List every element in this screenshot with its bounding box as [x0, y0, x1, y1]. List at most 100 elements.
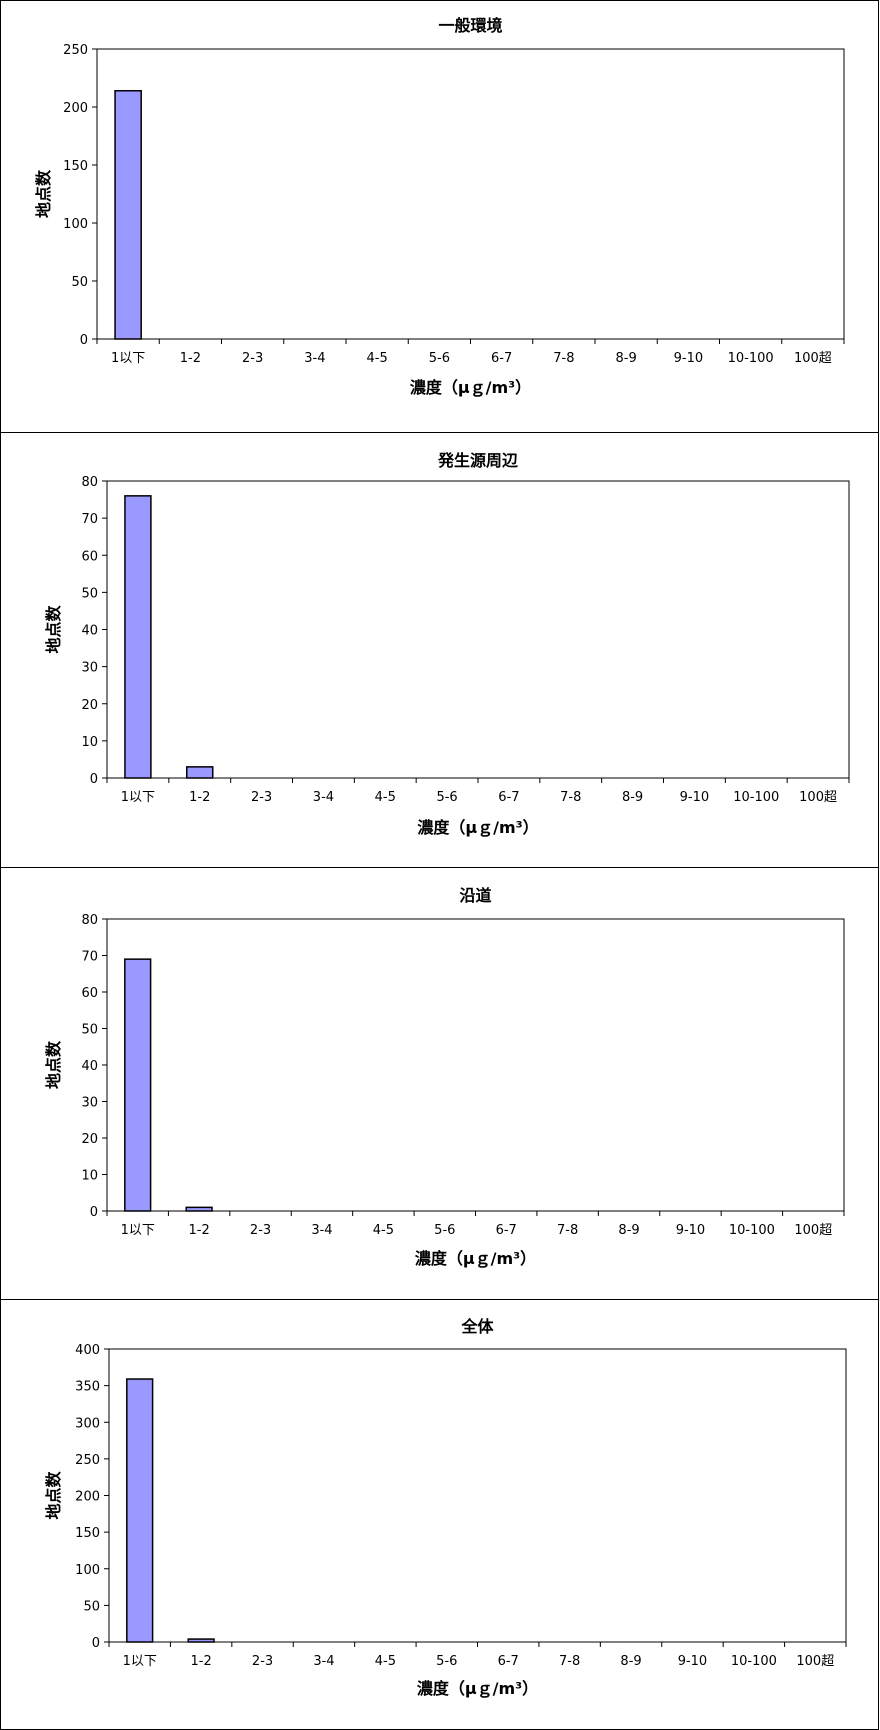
y-tick-label: 10: [81, 1169, 98, 1184]
x-tick-label: 9-10: [680, 790, 710, 805]
x-tick-label: 6-7: [498, 1654, 519, 1669]
x-tick-label: 2-3: [250, 1223, 271, 1238]
bar-1以下: [114, 90, 142, 340]
chart-title: 一般環境: [438, 16, 502, 35]
x-tick-label: 10-100: [733, 790, 779, 805]
x-tick-label: 4-5: [375, 1654, 396, 1669]
bar-1以下: [126, 1378, 154, 1643]
x-tick-label: 6-7: [491, 351, 512, 366]
x-tick-label: 2-3: [251, 790, 272, 805]
x-tick-label: 8-9: [622, 790, 643, 805]
x-tick-label: 9-10: [676, 1223, 706, 1238]
x-tick-label: 4-5: [367, 351, 388, 366]
y-tick-label: 0: [90, 1205, 98, 1220]
x-tick-label: 5-6: [436, 790, 457, 805]
x-tick-label: 8-9: [618, 1223, 639, 1238]
x-tick-label: 10-100: [731, 1654, 777, 1669]
y-tick-label: 0: [92, 1636, 100, 1651]
x-axis-label: 濃度（μｇ/m³）: [410, 378, 531, 398]
plot-area: [96, 48, 845, 340]
x-tick-label: 2-3: [252, 1654, 273, 1669]
chart-svg: 全体 0 50 100 150 200 250 300 350 400 地点数 1以下 1-2 2-3 3-…: [44, 1317, 847, 1699]
chart-title: 沿道: [459, 886, 491, 905]
x-tick-label: 2-3: [242, 351, 263, 366]
bar-1以下: [124, 958, 152, 1212]
x-tick-label: 10-100: [729, 1223, 775, 1238]
x-tick-label: 5-6: [434, 1223, 455, 1238]
x-tick-label: 5-6: [429, 351, 450, 366]
x-tick-label: 1以下: [121, 790, 155, 805]
x-tick-label: 3-4: [311, 1223, 332, 1238]
x-tick-label: 100超: [796, 1654, 834, 1669]
x-tick-label: 3-4: [313, 790, 334, 805]
y-tick-label: 400: [75, 1343, 100, 1358]
x-tick-label: 1-2: [180, 351, 201, 366]
y-tick-label: 50: [83, 1599, 100, 1614]
y-tick-label: 100: [63, 217, 88, 232]
x-tick-label: 9-10: [674, 351, 704, 366]
x-tick-label: 100超: [794, 1223, 832, 1238]
y-tick-label: 40: [81, 1059, 98, 1074]
bar-1以下: [124, 495, 152, 779]
y-tick-label: 80: [81, 475, 98, 490]
x-tick-label: 3-4: [313, 1654, 334, 1669]
y-tick-label: 300: [75, 1416, 100, 1431]
x-tick-label: 4-5: [373, 1223, 394, 1238]
x-tick-label: 1以下: [111, 351, 145, 366]
y-tick-label: 10: [81, 735, 98, 750]
x-tick-label: 6-7: [498, 790, 519, 805]
y-axis-label: 地点数: [44, 605, 63, 654]
y-axis-label: 地点数: [44, 1040, 63, 1089]
chart-svg: 沿道 0 10 20 30 40 50 60 70 80 地点数 1以下 1-2 2-3 3-4 4-5 5-6…: [44, 886, 845, 1269]
x-tick-label: 1-2: [191, 1654, 212, 1669]
x-tick-label: 10-100: [728, 351, 774, 366]
y-tick-label: 250: [63, 43, 88, 58]
plot-area: [106, 480, 850, 779]
bar-1-2: [187, 1638, 215, 1643]
x-tick-label: 3-4: [304, 351, 325, 366]
y-tick-label: 30: [81, 1096, 98, 1111]
y-tick-label: 0: [90, 772, 98, 787]
y-tick-label: 250: [75, 1453, 100, 1468]
x-tick-label: 4-5: [375, 790, 396, 805]
y-axis-label: 地点数: [34, 169, 53, 218]
plot-area: [108, 1348, 847, 1643]
x-tick-label: 7-8: [560, 790, 581, 805]
y-tick-label: 60: [81, 986, 98, 1001]
plot-area: [106, 918, 845, 1212]
x-tick-label: 1以下: [123, 1654, 157, 1669]
chart-panel-1: 一般環境 0 50 100 150 200 250 地点数 1以下 1-2 2-3 3-4 4-5 5-6…: [0, 0, 879, 433]
bar-1-2: [185, 1206, 213, 1212]
y-tick-label: 150: [75, 1526, 100, 1541]
y-tick-label: 50: [81, 586, 98, 601]
x-tick-label: 9-10: [678, 1654, 708, 1669]
x-tick-label: 7-8: [559, 1654, 580, 1669]
y-tick-label: 70: [81, 512, 98, 527]
y-tick-label: 40: [81, 624, 98, 639]
x-axis-label: 濃度（μｇ/m³）: [415, 1249, 536, 1269]
y-tick-label: 50: [71, 275, 88, 290]
y-tick-label: 150: [63, 159, 88, 174]
x-tick-label: 1-2: [189, 1223, 210, 1238]
chart-svg: 発生源周辺 0 10 20 30 40 50 60 70 80 地点数 1以下 1-2 2-3 3-4 4-5…: [44, 451, 850, 838]
x-axis-label: 濃度（μｇ/m³）: [417, 1679, 538, 1699]
x-tick-label: 100超: [799, 790, 837, 805]
y-tick-label: 100: [75, 1563, 100, 1578]
y-tick-label: 30: [81, 661, 98, 676]
y-tick-label: 80: [81, 913, 98, 928]
x-tick-label: 7-8: [557, 1223, 578, 1238]
y-tick-label: 20: [81, 698, 98, 713]
y-axis-label: 地点数: [44, 1471, 63, 1520]
chart-title: 発生源周辺: [437, 451, 518, 470]
y-tick-label: 200: [75, 1490, 100, 1505]
x-tick-label: 1以下: [121, 1223, 155, 1238]
chart-panel-2: 発生源周辺 0 10 20 30 40 50 60 70 80 地点数 1以下 1-2 2-3 3-4 4-5…: [0, 433, 879, 868]
y-tick-label: 60: [81, 549, 98, 564]
chart-svg: 一般環境 0 50 100 150 200 250 地点数 1以下 1-2 2-3 3-4 4-5 5-6…: [34, 16, 845, 398]
y-tick-label: 0: [80, 333, 88, 348]
x-tick-label: 8-9: [620, 1654, 641, 1669]
chart-panel-3: 沿道 0 10 20 30 40 50 60 70 80 地点数 1以下 1-2 2-3 3-4 4-5 5-6…: [0, 868, 879, 1300]
y-tick-label: 20: [81, 1132, 98, 1147]
bar-1-2: [186, 766, 214, 779]
